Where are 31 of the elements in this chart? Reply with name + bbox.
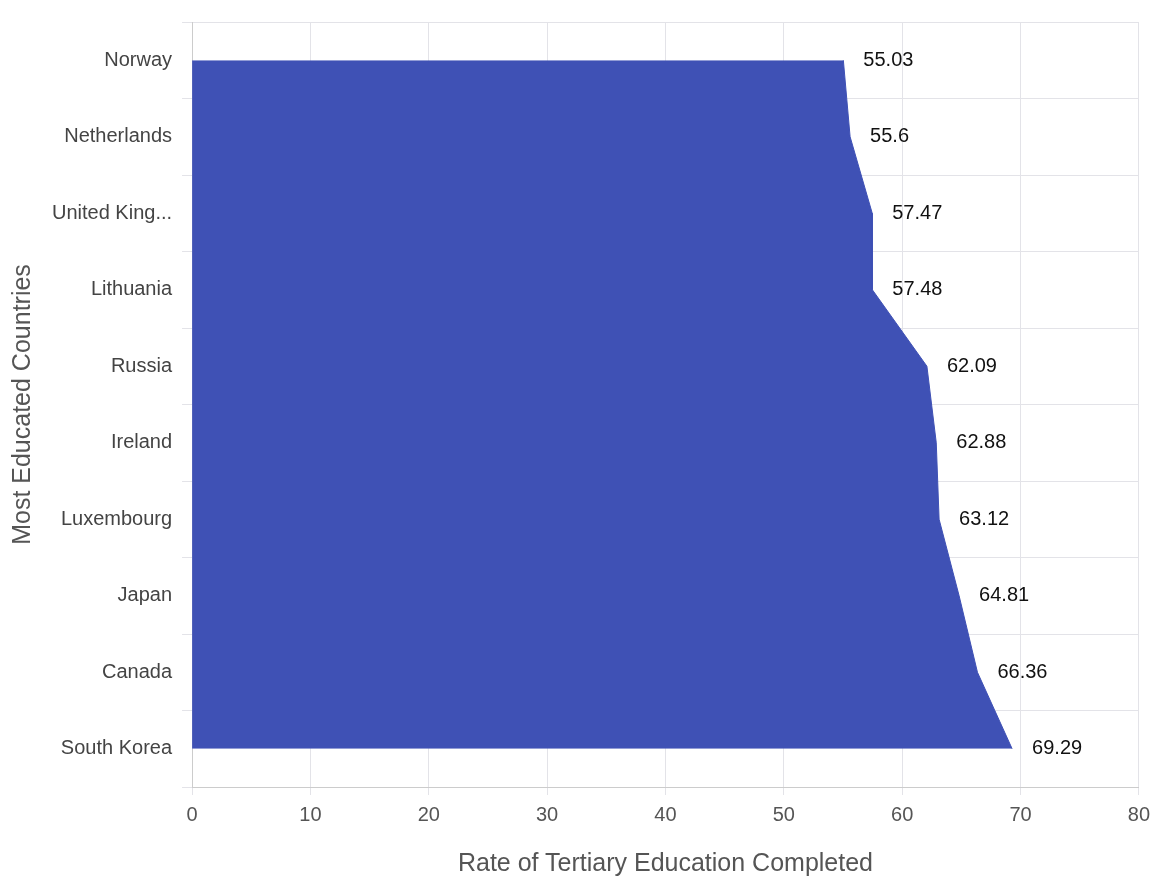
y-tick-label: Japan: [117, 583, 173, 606]
y-tick-label: Norway: [104, 47, 173, 70]
data-label: 57.48: [892, 277, 943, 300]
y-axis-title: Most Educated Countries: [6, 264, 35, 545]
y-tick-label: Ireland: [110, 430, 173, 453]
x-tick-label: 20: [417, 802, 440, 825]
data-label: 66.36: [997, 659, 1048, 682]
x-tick-label: 80: [1127, 802, 1150, 825]
data-label: 64.81: [979, 583, 1030, 606]
data-label: 55.6: [870, 124, 910, 147]
x-tick-label: 50: [772, 802, 795, 825]
x-tick-label: 0: [186, 802, 198, 825]
data-label: 55.03: [863, 47, 914, 70]
x-tick-label: 70: [1009, 802, 1032, 825]
y-tick-label: South Korea: [60, 736, 173, 759]
x-tick-label: 40: [654, 802, 677, 825]
x-tick-label: 30: [536, 802, 559, 825]
x-tick-label: 60: [891, 802, 914, 825]
data-label: 62.09: [946, 353, 997, 376]
data-label: 63.12: [959, 506, 1010, 529]
data-label: 69.29: [1032, 736, 1083, 759]
x-axis-title: Rate of Tertiary Education Completed: [457, 847, 873, 876]
data-label: 62.88: [956, 430, 1007, 453]
data-label: 57.47: [892, 200, 943, 223]
y-tick-label: Netherlands: [64, 124, 173, 147]
x-tick-label: 10: [299, 802, 322, 825]
y-tick-label: Russia: [110, 353, 173, 376]
y-tick-label: Lithuania: [90, 277, 173, 300]
y-tick-label: Luxembourg: [60, 506, 173, 529]
y-tick-label: United King...: [51, 200, 173, 223]
y-tick-label: Canada: [102, 659, 173, 682]
